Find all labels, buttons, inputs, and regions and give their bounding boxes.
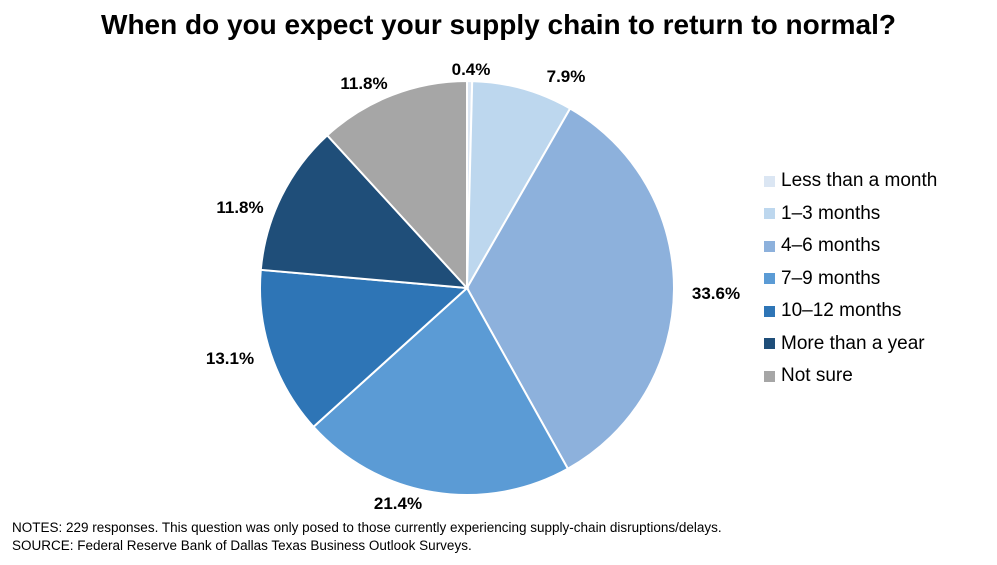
slice-label-6: 11.8% — [340, 74, 387, 93]
legend-label: 7–9 months — [781, 267, 881, 289]
notes-text: NOTES: 229 responses. This question was … — [12, 520, 722, 535]
legend-label: Not sure — [781, 365, 853, 387]
legend-label: More than a year — [781, 332, 925, 354]
source-text: SOURCE: Federal Reserve Bank of Dallas T… — [12, 538, 472, 553]
legend-item: Not sure — [764, 360, 937, 393]
chart-title: When do you expect your supply chain to … — [101, 9, 896, 40]
pie-slice-1 — [466, 80, 572, 289]
legend-item: 4–6 months — [764, 230, 937, 263]
slice-label-1: 7.9% — [547, 67, 586, 86]
legend-label: 10–12 months — [781, 300, 902, 322]
legend-swatch — [764, 240, 775, 252]
pie-slice-5 — [259, 133, 470, 290]
legend-item: More than a year — [764, 328, 937, 361]
slice-label-5: 11.8% — [216, 198, 263, 217]
pie-slice-3 — [312, 286, 570, 496]
legend-swatch — [764, 370, 775, 382]
legend-label: 1–3 months — [781, 202, 881, 224]
legend-item: 10–12 months — [764, 295, 937, 328]
pie-slice-6 — [325, 79, 468, 291]
legend-swatch — [764, 273, 775, 285]
slice-label-2: 33.6% — [692, 284, 740, 303]
pie-slice-4 — [259, 268, 470, 429]
slice-label-3: 21.4% — [374, 494, 422, 513]
legend-label: 4–6 months — [781, 235, 881, 257]
legend-swatch — [764, 175, 775, 187]
legend-swatch — [764, 208, 775, 220]
legend-swatch — [764, 305, 775, 317]
legend-item: 1–3 months — [764, 198, 937, 231]
legend-item: Less than a month — [764, 165, 937, 198]
legend-label: Less than a month — [781, 170, 938, 192]
chart-notes: NOTES: 229 responses. This question was … — [12, 519, 982, 555]
slice-label-4: 13.1% — [206, 349, 254, 368]
legend: Less than a month 1–3 months 4–6 months 7–9… — [764, 165, 937, 393]
slice-label-0: 0.4% — [452, 60, 491, 79]
legend-swatch — [764, 338, 775, 350]
legend-item: 7–9 months — [764, 263, 937, 296]
